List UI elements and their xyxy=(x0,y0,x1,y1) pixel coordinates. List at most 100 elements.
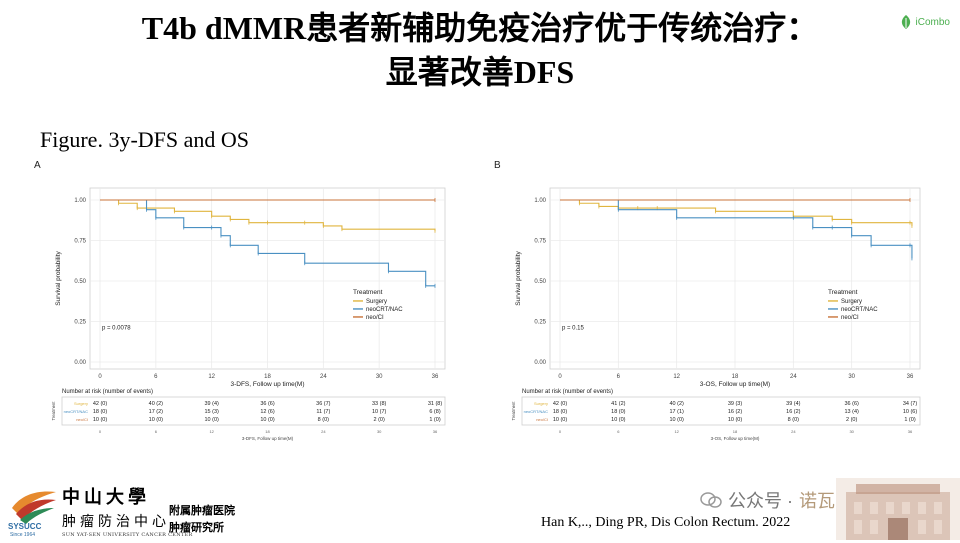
chart-b-risk-cell-2-0: 10 (0) xyxy=(553,417,568,423)
chart-a-pvalue: p = 0.0078 xyxy=(102,326,131,332)
chart-b-xtick-6: 36 xyxy=(907,374,914,380)
chart-a-risk-side-label: Treatment xyxy=(51,401,56,421)
chart-a-risk-cell-1-1: 17 (2) xyxy=(149,409,164,415)
chart-a-legend-label-2: neo/CI xyxy=(366,315,384,321)
chart-a-risk-cell-2-6: 1 (0) xyxy=(429,417,440,423)
chart-a-xtick-0: 0 xyxy=(98,374,102,380)
chart-b-risk-row-label-0: Surgery xyxy=(534,401,548,406)
chart-b-risk-cell-2-1: 10 (0) xyxy=(611,417,626,423)
chart-a-ytick-4: 1.00 xyxy=(74,198,86,204)
university-block: 中山大學 肿瘤防治中心 SUN YAT-SEN UNIVERSITY CANCE… xyxy=(62,483,193,538)
chart-a-risk-row-label-1: neoCRT/NAC xyxy=(64,409,88,414)
chart-a-risk-row-label-2: neo/CI xyxy=(76,417,88,422)
center-name: 肿瘤防治中心 xyxy=(62,514,170,530)
chart-b-xtick-2: 12 xyxy=(673,374,680,380)
leaf-icon xyxy=(901,15,910,29)
building-image xyxy=(836,478,960,540)
chart-b-ytick-2: 0.50 xyxy=(534,279,546,285)
chart-a-risk-cell-0-5: 33 (8) xyxy=(372,401,387,407)
chart-a-panel-label: A xyxy=(34,160,41,171)
chart-b-risk-row-label-1: neoCRT/NAC xyxy=(524,409,548,414)
chart-b-risk-cell-1-3: 16 (2) xyxy=(728,409,743,415)
chart-a-risk-row-label-0: Surgery xyxy=(74,401,88,406)
chart-a-xtick-3: 18 xyxy=(264,374,271,380)
chart-a-risk-cell-2-2: 10 (0) xyxy=(204,417,219,423)
chart-b-risk-cell-1-4: 16 (2) xyxy=(786,409,801,415)
chart-b-risk-row-label-2: neo/CI xyxy=(536,417,548,422)
chart-b-risk-cell-1-5: 13 (4) xyxy=(844,409,859,415)
km-chart-panel-b: B 0.00 0.25 0.50 0.75 1.00 0 6 12 18 24 30 36 3-OS, F… xyxy=(494,160,921,441)
affiliated-line1: 附属肿瘤医院 xyxy=(169,504,235,517)
chart-b-risk-cell-1-1: 18 (0) xyxy=(611,409,626,415)
chart-b-xtick-3: 18 xyxy=(732,374,739,380)
chart-a-risk-tick-2: 12 xyxy=(209,429,214,434)
chart-a-risk-cell-2-0: 10 (0) xyxy=(93,417,108,423)
chart-b-ytick-3: 0.75 xyxy=(534,239,546,245)
logo-text: SYSUCC xyxy=(8,522,42,531)
chart-b-risk-cell-2-6: 1 (0) xyxy=(904,417,915,423)
chart-a-series-neocrt-nac xyxy=(100,199,435,287)
chart-a-risk-tick-4: 24 xyxy=(321,429,326,434)
citation: Han K,.., Ding PR, Dis Colon Rectum. 202… xyxy=(541,515,791,530)
chart-a-risk-cell-1-4: 11 (7) xyxy=(316,409,330,415)
chart-a-risk-tick-1: 6 xyxy=(155,429,158,434)
chart-b-risk-tick-6: 36 xyxy=(908,429,913,434)
chart-b-series-neocrt-nac xyxy=(560,199,913,259)
affiliation: 附属肿瘤医院 肿瘤研究所 xyxy=(169,502,235,536)
chart-a-risk-cell-1-3: 12 (6) xyxy=(260,409,275,415)
chart-a-ytick-1: 0.25 xyxy=(74,320,86,326)
chart-a-legend-label-0: Surgery xyxy=(366,299,387,305)
chart-a-risk-cell-1-5: 10 (7) xyxy=(372,409,387,415)
chart-a-xtick-5: 30 xyxy=(376,374,383,380)
university-name: 中山大學 xyxy=(62,487,150,508)
chart-a-risk-cell-0-6: 31 (8) xyxy=(428,401,443,407)
chart-a-ytick-2: 0.50 xyxy=(74,279,86,285)
chart-a-risk-cell-0-3: 36 (6) xyxy=(260,401,275,407)
chart-b-ytick-0: 0.00 xyxy=(534,360,546,366)
chart-b-pvalue: p = 0.15 xyxy=(562,326,585,332)
chart-a-ytick-3: 0.75 xyxy=(74,239,86,245)
chart-b-risk-cell-0-4: 39 (4) xyxy=(786,401,801,407)
chart-a-xlabel: 3-DFS, Follow up time(M) xyxy=(230,381,304,388)
chart-b-panel-label: B xyxy=(494,160,501,171)
chart-b-legend-label-2: neo/CI xyxy=(841,315,859,321)
chart-a-risk-frame xyxy=(61,396,446,426)
chart-a-risk-cell-1-6: 6 (8) xyxy=(429,409,440,415)
chart-a-legend-title: Treatment xyxy=(353,289,383,296)
chart-b-risk-cell-2-4: 8 (0) xyxy=(788,417,799,423)
chart-b-xtick-0: 0 xyxy=(558,374,562,380)
chart-b-xtick-5: 30 xyxy=(848,374,855,380)
chart-b-risk-tick-0: 0 xyxy=(559,429,562,434)
chart-b-risk-cell-1-0: 18 (0) xyxy=(553,409,568,415)
logo-year: Since 1964 xyxy=(10,532,35,538)
chart-b-risk-cell-0-3: 39 (3) xyxy=(728,401,743,407)
chart-b-risk-tick-3: 18 xyxy=(733,429,738,434)
chart-a-ylabel: Survival probability xyxy=(55,250,62,305)
chart-b-risk-tick-1: 6 xyxy=(617,429,620,434)
chart-b-risk-side-label: Treatment xyxy=(511,401,516,421)
chart-b-xlabel: 3-OS, Follow up time(M) xyxy=(700,381,770,388)
chart-b-risk-xlabel: 3-OS, Follow up time(M) xyxy=(711,436,760,441)
chart-a-xtick-2: 12 xyxy=(208,374,215,380)
affiliated-line2: 肿瘤研究所 xyxy=(169,521,224,534)
chart-a-risk-tick-6: 36 xyxy=(433,429,438,434)
chart-a-risk-cell-2-1: 10 (0) xyxy=(149,417,164,423)
chart-a-risk-tick-5: 30 xyxy=(377,429,382,434)
chart-b-risk-cell-0-2: 40 (2) xyxy=(669,401,684,407)
wechat-label: 公众号 · xyxy=(728,491,793,511)
chart-a-risk-cell-1-2: 15 (3) xyxy=(204,409,219,415)
brand-logo: iCombo xyxy=(899,14,950,30)
chart-a-risk-tick-0: 0 xyxy=(99,429,102,434)
chart-b-ytick-4: 1.00 xyxy=(534,198,546,204)
wechat-suffix: 诺瓦 xyxy=(799,491,835,511)
chart-a-xtick-6: 36 xyxy=(432,374,439,380)
wechat-icon xyxy=(700,492,722,508)
chart-a-risk-header: Number at risk (number of events) xyxy=(62,389,153,395)
slide-title-line1: T4b dMMR患者新辅助免疫治疗优于传统治疗： xyxy=(141,10,819,46)
chart-b-legend-label-1: neoCRT/NAC xyxy=(841,307,878,313)
chart-b-ytick-1: 0.25 xyxy=(534,320,546,326)
chart-b-risk-cell-0-1: 41 (2) xyxy=(611,401,626,407)
chart-a-risk-cell-0-1: 40 (2) xyxy=(149,401,164,407)
chart-b-risk-frame xyxy=(521,396,921,426)
chart-a-risk-cell-0-0: 42 (0) xyxy=(93,401,108,407)
